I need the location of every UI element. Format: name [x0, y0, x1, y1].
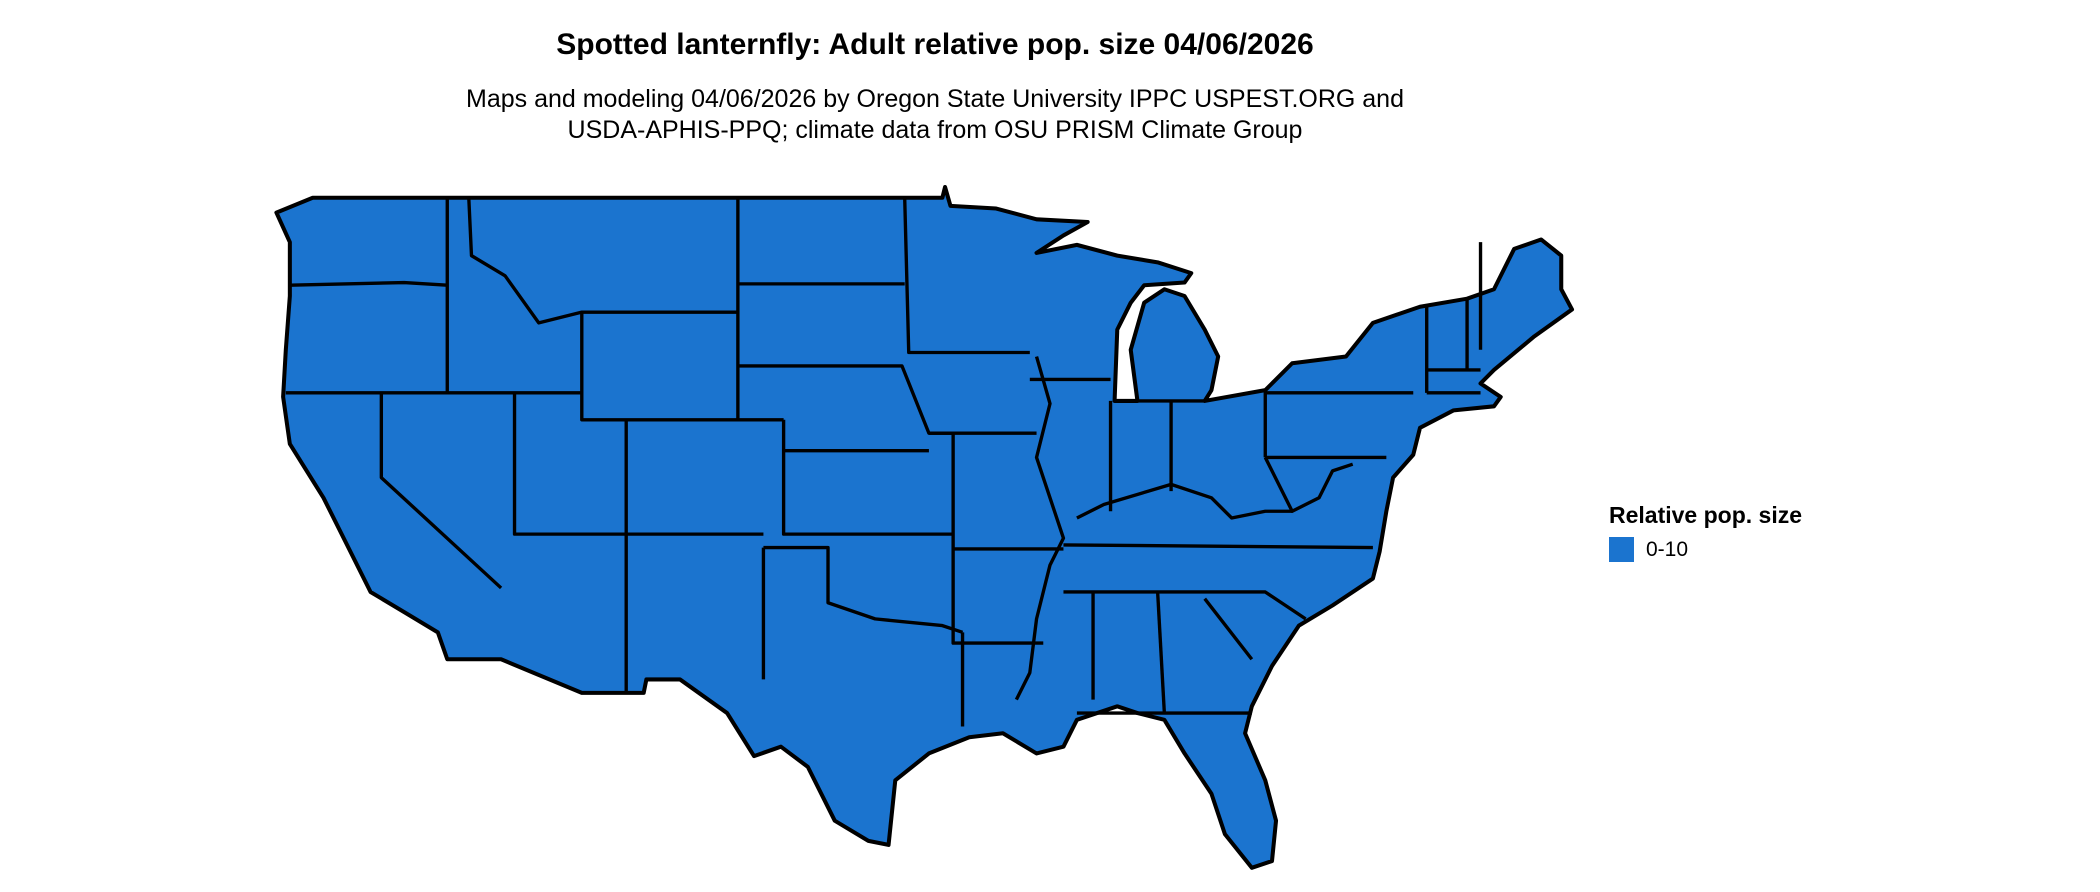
- legend-title: Relative pop. size: [1609, 502, 1803, 528]
- legend-swatch: [1609, 537, 1634, 562]
- state-borders: [285, 197, 1483, 727]
- map-title: Spotted lanternfly: Adult relative pop. …: [556, 28, 1314, 61]
- subtitle-line-1: Maps and modeling 04/06/2026 by Oregon S…: [466, 85, 1404, 113]
- subtitle-line-2: USDA-APHIS-PPQ; climate data from OSU PR…: [567, 116, 1303, 144]
- us-outline: [274, 184, 1575, 870]
- legend-label: 0-10: [1646, 537, 1689, 561]
- legend-item: 0-10: [1609, 537, 1802, 562]
- legend: Relative pop. size 0-10: [1609, 502, 1802, 562]
- map-subtitle: Maps and modeling 04/06/2026 by Oregon S…: [0, 84, 1870, 146]
